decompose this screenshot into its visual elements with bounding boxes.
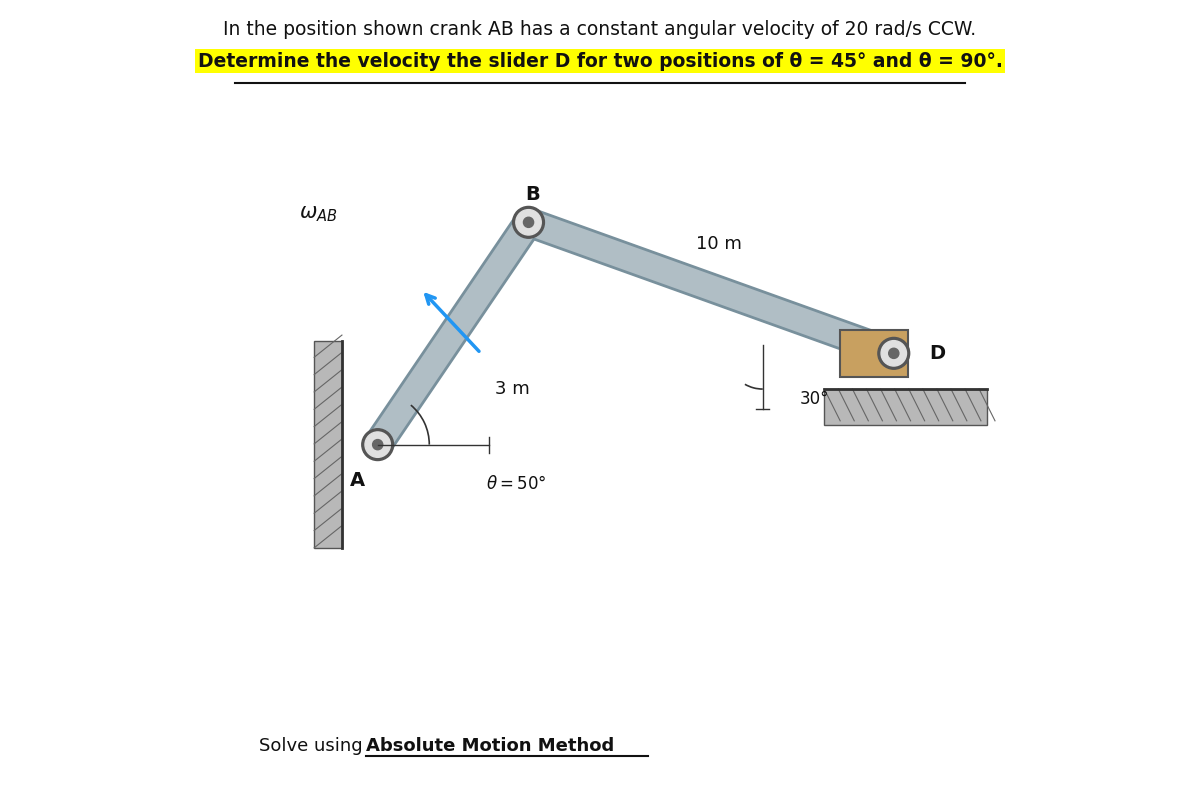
Circle shape bbox=[362, 429, 394, 461]
Text: $\omega_{AB}$: $\omega_{AB}$ bbox=[299, 204, 337, 225]
Bar bbox=[840, 330, 907, 377]
Text: D: D bbox=[929, 344, 946, 363]
Bar bbox=[824, 389, 988, 425]
Text: Determine the velocity the slider D for two positions of θ = 45° and θ = 90°.: Determine the velocity the slider D for … bbox=[198, 52, 1002, 71]
Circle shape bbox=[878, 337, 910, 369]
Circle shape bbox=[365, 432, 390, 457]
Circle shape bbox=[523, 218, 534, 227]
Text: In the position shown crank AB has a constant angular velocity of 20 rad/s CCW.: In the position shown crank AB has a con… bbox=[223, 20, 977, 39]
Circle shape bbox=[889, 349, 899, 358]
Text: Solve using: Solve using bbox=[258, 738, 368, 755]
Bar bbox=[314, 341, 342, 548]
Text: B: B bbox=[526, 185, 540, 204]
Circle shape bbox=[881, 341, 906, 366]
Text: 10 m: 10 m bbox=[696, 235, 742, 253]
Circle shape bbox=[516, 210, 541, 235]
Text: A: A bbox=[350, 471, 365, 490]
Text: $\theta = 50°$: $\theta = 50°$ bbox=[486, 476, 547, 493]
Circle shape bbox=[512, 206, 545, 238]
Text: Absolute Motion Method: Absolute Motion Method bbox=[366, 738, 614, 755]
Circle shape bbox=[372, 440, 383, 449]
Text: 30°: 30° bbox=[799, 391, 829, 408]
Text: 3 m: 3 m bbox=[496, 380, 530, 398]
